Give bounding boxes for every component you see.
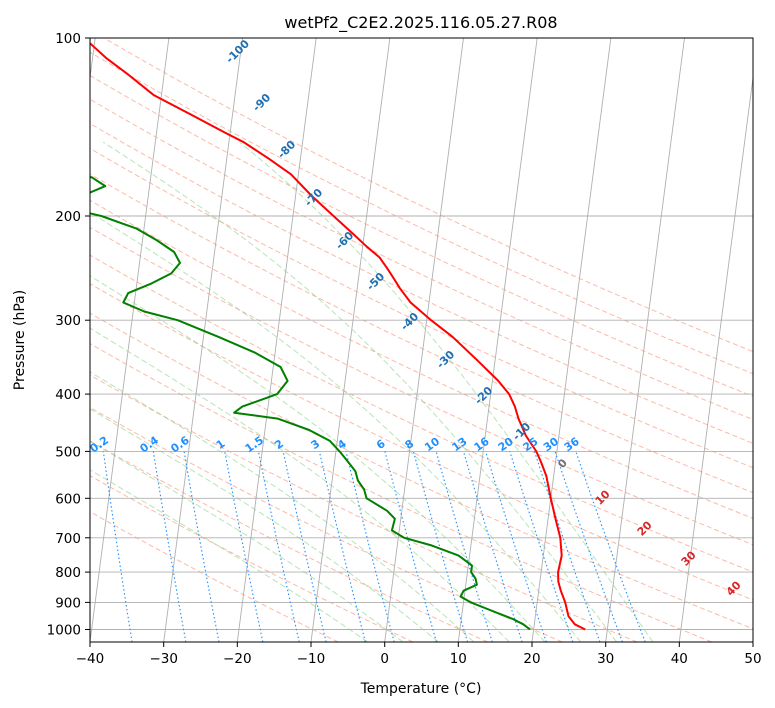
x-tick-label: −30 xyxy=(149,651,178,667)
y-tick-label: 400 xyxy=(55,387,81,403)
dry-adiabat xyxy=(90,122,753,444)
dry-adiabat xyxy=(90,254,753,573)
isotherm-line xyxy=(678,74,753,642)
moist-adiabat xyxy=(239,141,654,642)
y-tick-label: 700 xyxy=(55,531,81,547)
isotherm-line xyxy=(384,38,464,642)
axis-layer: −40 −30 −20 −10 0 10 20 30 40 50 100 200 300 400 500 60… xyxy=(47,31,762,667)
isotherm-line xyxy=(163,38,243,642)
mixing-ratio-line xyxy=(152,451,187,642)
isotherm-line xyxy=(310,38,391,642)
dry-adiabat xyxy=(90,74,753,397)
dewpoint-profile xyxy=(90,176,531,631)
mixing-ratio-line xyxy=(554,451,623,642)
y-tick-label: 200 xyxy=(55,209,81,225)
dry-adiabat xyxy=(90,374,638,642)
x-tick-label: −20 xyxy=(223,651,252,667)
mixing-ratio-line xyxy=(533,451,601,642)
dry-adiabat xyxy=(90,147,753,469)
dry-adiabat xyxy=(90,283,753,601)
dry-adiabat xyxy=(90,511,339,642)
dry-adiabat xyxy=(90,51,753,375)
y-tick-label: 100 xyxy=(55,31,81,47)
dry-adiabat xyxy=(90,312,753,630)
y-tick-label: 300 xyxy=(55,313,81,329)
mixing-ratio-line xyxy=(102,451,133,642)
x-tick-label: −40 xyxy=(76,651,105,667)
dry-adiabat xyxy=(90,406,563,642)
isotherm-line xyxy=(457,38,538,642)
y-tick-label: 600 xyxy=(55,491,81,507)
moist-adiabat xyxy=(90,469,368,642)
mixing-ratio-line xyxy=(345,451,395,642)
y-axis-title: Pressure (hPa) xyxy=(12,290,28,390)
mixing-ratio-line xyxy=(384,451,437,642)
x-tick-label: 30 xyxy=(597,651,614,667)
profile-layer xyxy=(90,41,586,631)
moist-adiabat xyxy=(90,371,475,642)
x-axis-title: Temperature (°C) xyxy=(360,681,482,697)
mixing-ratio-line xyxy=(183,451,220,642)
chart-title: wetPf2_C2E2.2025.116.05.27.R08 xyxy=(284,13,557,33)
dry-adiabat xyxy=(90,440,488,642)
y-tick-label: 500 xyxy=(55,444,81,460)
x-tick-label: −10 xyxy=(297,651,326,667)
moist-adiabat xyxy=(102,141,618,642)
x-tick-label: 10 xyxy=(450,651,467,667)
x-tick-label: 50 xyxy=(744,651,761,667)
y-tick-label: 1000 xyxy=(47,623,81,639)
mixing-ratio-line xyxy=(224,451,264,642)
isotherm-line xyxy=(236,38,317,642)
y-tick-label: 900 xyxy=(55,595,81,611)
grid-layer xyxy=(90,38,753,642)
dry-adiabat xyxy=(90,226,753,546)
temperature-profile xyxy=(90,41,586,631)
mixing-ratio-line xyxy=(282,451,327,642)
dry-adiabat xyxy=(90,475,414,642)
plot-frame xyxy=(89,37,754,643)
isotherm-line xyxy=(605,38,685,642)
x-tick-label: 20 xyxy=(523,651,540,667)
x-tick-label: 0 xyxy=(380,651,389,667)
mixing-ratio-line xyxy=(257,451,300,642)
y-tick-label: 800 xyxy=(55,565,81,581)
dry-adiabat xyxy=(103,38,753,353)
x-tick-label: 40 xyxy=(671,651,688,667)
isotherm-line xyxy=(90,38,170,642)
mixing-ratio-line xyxy=(575,451,646,642)
moist-adiabat xyxy=(90,408,439,642)
dry-adiabat xyxy=(90,98,753,421)
moist-adiabat xyxy=(90,440,404,642)
isotherm-line xyxy=(531,38,612,642)
